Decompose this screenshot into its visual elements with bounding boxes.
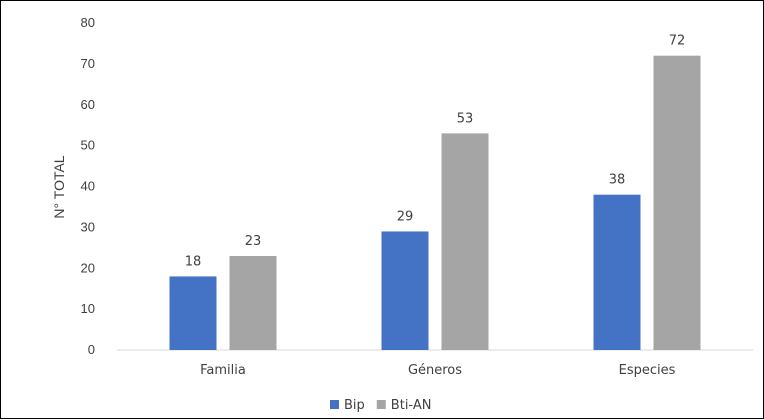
y-tick-label: 70 [81,56,95,71]
data-labels: 18 23 29 53 38 72 [185,34,686,270]
legend-swatch-bti-an [376,400,386,409]
y-tick-label: 60 [81,97,95,112]
data-label: 23 [245,234,262,249]
y-tick-label: 20 [81,260,95,275]
data-label: 38 [609,173,626,188]
bar-bip-2 [381,231,429,350]
data-label: 18 [185,254,202,269]
x-category-label: Familia [200,363,246,378]
bar-bti-an-3 [653,55,701,350]
y-axis-label: N° TOTAL [51,155,67,218]
y-tick-label: 40 [81,179,95,194]
y-tick-label: 80 [81,15,95,30]
data-label: 72 [669,34,686,49]
bar-bti-an-2 [441,133,489,350]
data-label: 53 [457,111,474,126]
bar-bip-1 [169,276,217,350]
bars [169,55,701,350]
y-tick-label: 10 [81,301,95,316]
y-tick-label: 0 [88,342,95,357]
y-tick-label: 30 [81,219,95,234]
x-category-label: Especies [619,363,676,378]
bar-bip-3 [593,194,641,350]
legend-swatch-bip [330,400,339,409]
legend: Bip Bti-AN [330,398,431,413]
x-category-label: Géneros [408,363,462,378]
x-axis-categories: Familia Géneros Especies [200,363,675,378]
y-axis-ticks: 0 10 20 30 40 50 60 70 80 [81,15,95,357]
legend-label: Bip [344,398,365,413]
bar-bti-an-1 [229,255,277,350]
data-label: 29 [397,209,414,224]
y-tick-label: 50 [81,138,95,153]
legend-label: Bti-AN [391,398,432,413]
